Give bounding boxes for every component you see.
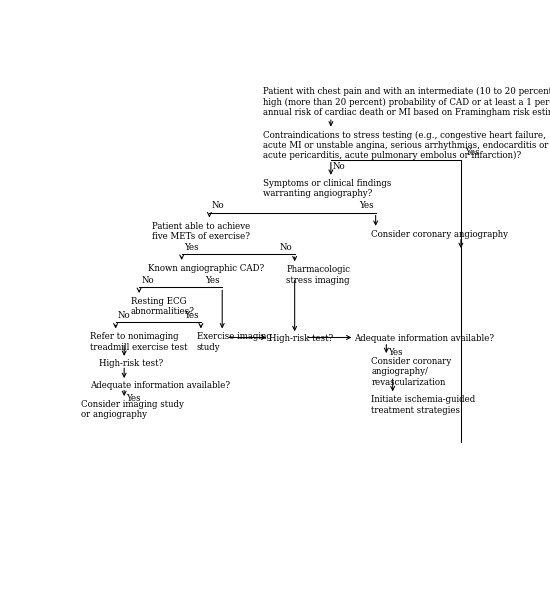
Text: Consider coronary angiography: Consider coronary angiography	[371, 230, 508, 239]
Text: Consider coronary
angiography/
revascularization: Consider coronary angiography/ revascula…	[371, 357, 452, 387]
Text: Consider imaging study
or angiography: Consider imaging study or angiography	[81, 400, 184, 419]
Text: No: No	[333, 162, 345, 171]
Text: No: No	[280, 243, 293, 252]
Text: Exercise imaging
study: Exercise imaging study	[197, 332, 272, 352]
Text: Yes: Yes	[126, 394, 141, 403]
Text: Adequate information available?: Adequate information available?	[354, 334, 494, 343]
Text: High-risk test?: High-risk test?	[269, 334, 333, 343]
Text: Known angiographic CAD?: Known angiographic CAD?	[147, 264, 264, 273]
Text: Yes: Yes	[206, 276, 220, 285]
Text: No: No	[118, 311, 130, 320]
Text: Refer to nonimaging
treadmill exercise test: Refer to nonimaging treadmill exercise t…	[90, 332, 188, 352]
Text: Adequate information available?: Adequate information available?	[90, 381, 230, 390]
Text: No: No	[212, 201, 224, 211]
Text: Yes: Yes	[359, 201, 373, 211]
Text: No: No	[141, 276, 154, 285]
Text: Resting ECG
abnormalities?: Resting ECG abnormalities?	[130, 297, 195, 316]
Text: Pharmacologic
stress imaging: Pharmacologic stress imaging	[286, 265, 350, 284]
Text: Initiate ischemia-guided
treatment strategies: Initiate ischemia-guided treatment strat…	[371, 395, 476, 414]
Text: Symptoms or clinical findings
warranting angiography?: Symptoms or clinical findings warranting…	[263, 179, 391, 198]
Text: High-risk test?: High-risk test?	[98, 359, 163, 368]
Text: Yes: Yes	[388, 348, 403, 357]
Text: Yes: Yes	[465, 149, 480, 157]
Text: Patient able to achieve
five METs of exercise?: Patient able to achieve five METs of exe…	[152, 222, 250, 241]
Text: Yes: Yes	[184, 311, 199, 320]
Text: Yes: Yes	[184, 243, 199, 252]
Text: Contraindications to stress testing (e.g., congestive heart failure,
acute MI or: Contraindications to stress testing (e.g…	[263, 130, 548, 160]
Text: Patient with chest pain and with an intermediate (10 to 20 percent) to
high (mor: Patient with chest pain and with an inte…	[263, 87, 550, 117]
